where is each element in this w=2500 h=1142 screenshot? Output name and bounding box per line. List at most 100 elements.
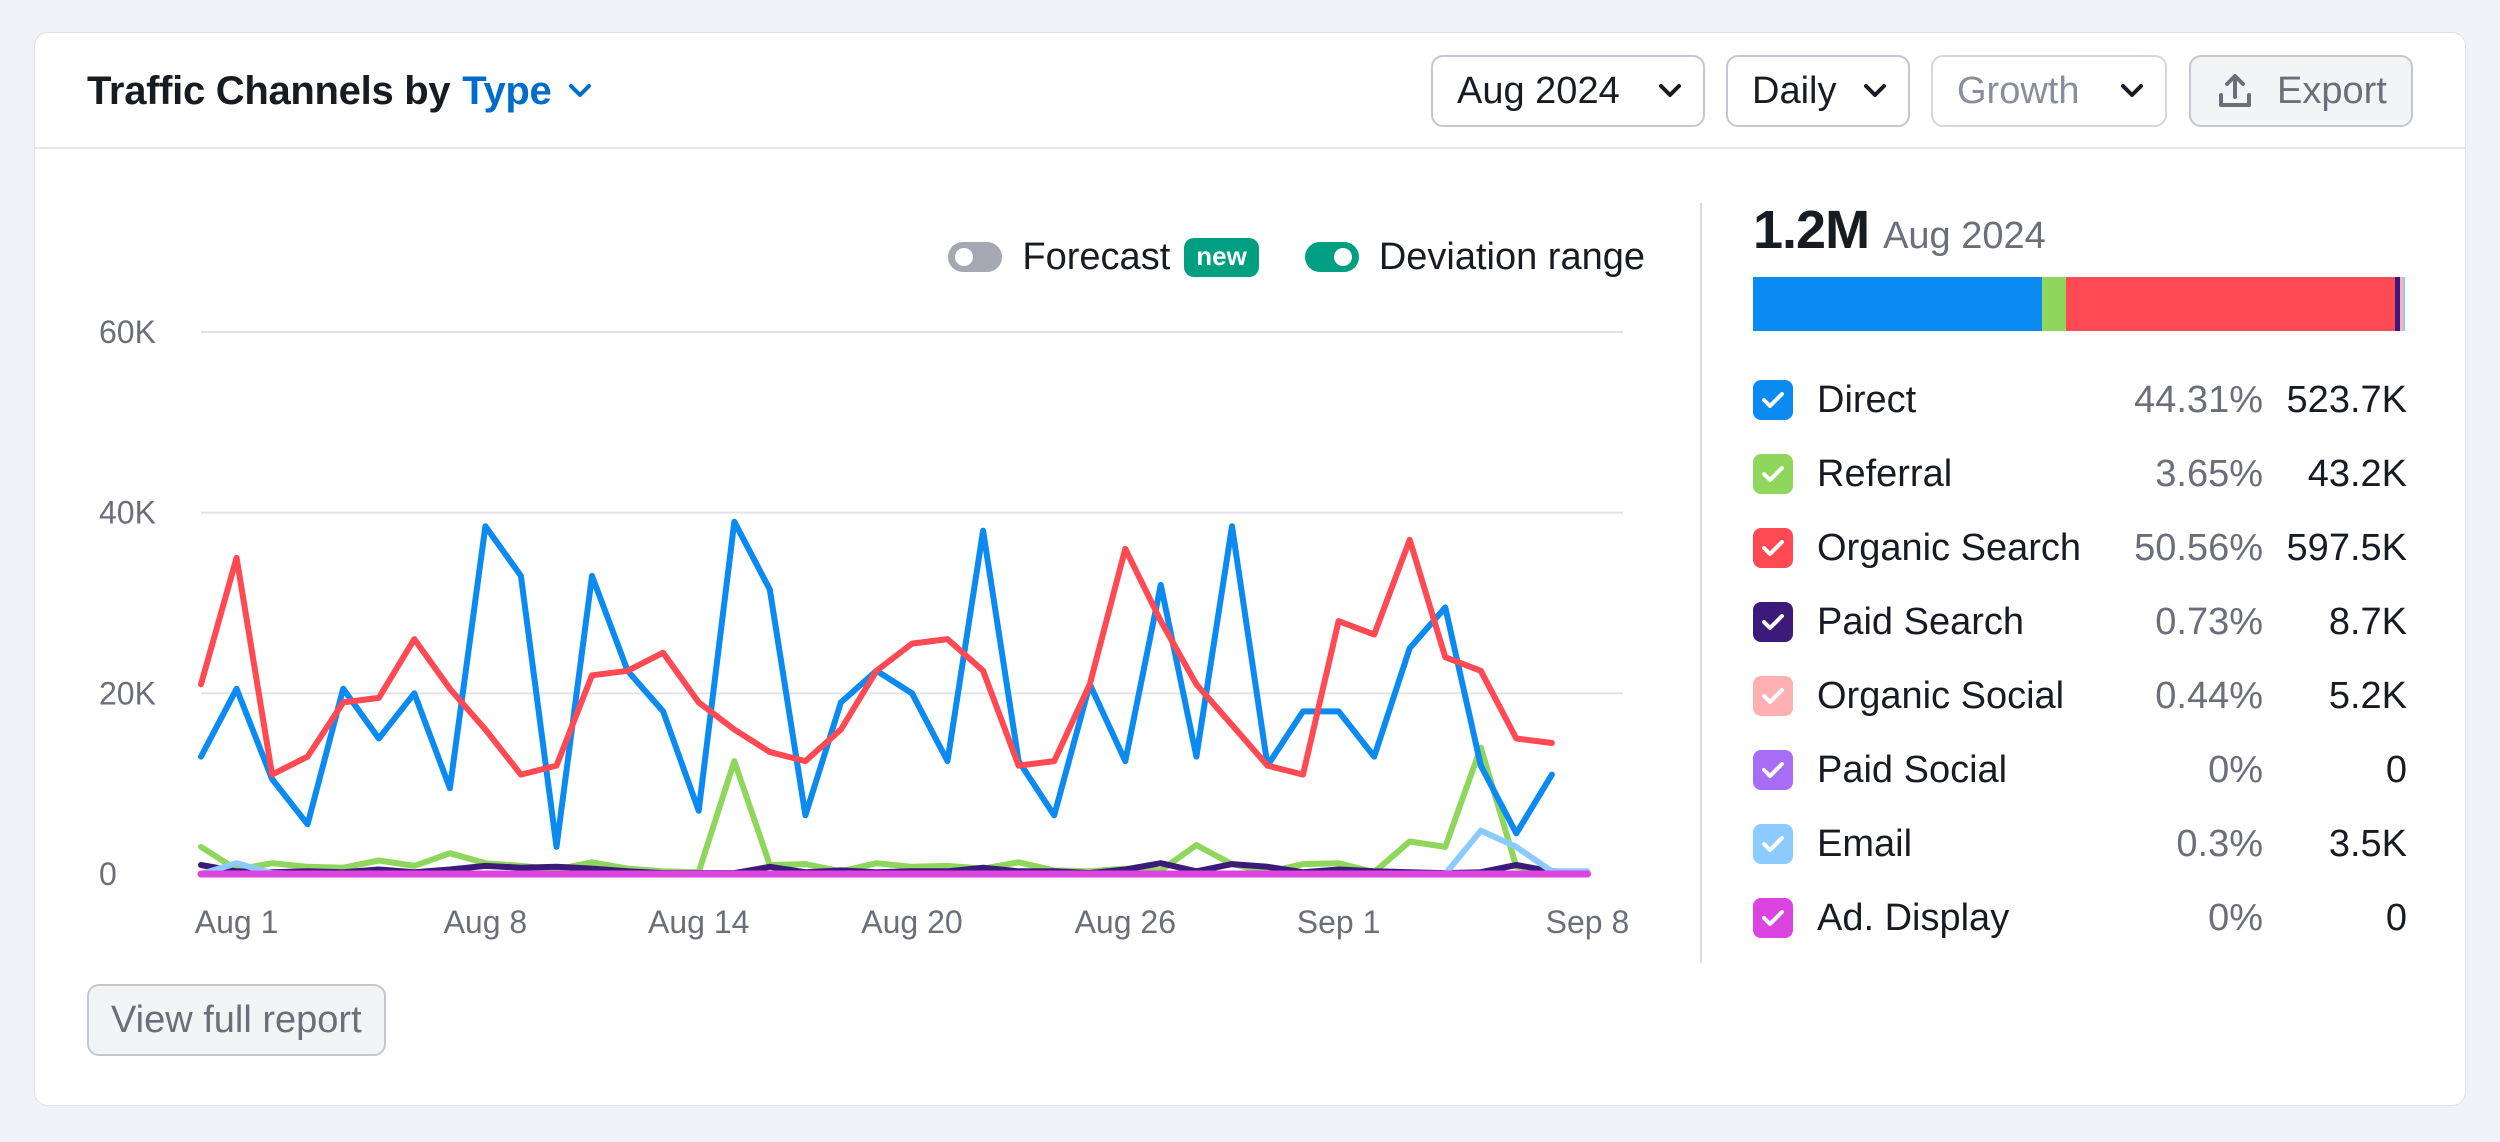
channel-name: Email [1817, 822, 1913, 865]
y-tick-label: 0 [99, 856, 117, 892]
x-tick-label: Sep 1 [1297, 904, 1381, 940]
channel-row: Referral 3.65% 43.2K [1753, 437, 2407, 511]
channel-value: 0 [2385, 748, 2407, 791]
share-segment [1753, 277, 2042, 331]
summary-header: 1.2M Aug 2024 [1753, 199, 2046, 261]
y-tick-label: 20K [99, 675, 156, 711]
channel-name: Ad. Display [1817, 896, 2010, 939]
x-tick-label: Aug 14 [648, 904, 749, 940]
channel-share-bar [1753, 277, 2405, 331]
share-segment [2400, 277, 2403, 331]
chevron-down-icon [1659, 84, 1681, 97]
type-dropdown[interactable]: Type [462, 69, 591, 114]
channel-percent: 3.65% [2155, 452, 2263, 495]
traffic-channels-card: Traffic Channels by Type Aug 2024 Daily … [34, 32, 2466, 1106]
channel-checkbox[interactable] [1753, 602, 1793, 642]
series-line-referral [198, 744, 1591, 876]
granularity-select-value: Daily [1752, 69, 1837, 112]
new-badge: new [1184, 237, 1259, 277]
metric-select[interactable]: Growth [1931, 55, 2167, 127]
x-tick-label: Sep 8 [1546, 904, 1630, 940]
check-icon [1762, 466, 1784, 482]
chevron-down-icon [1864, 84, 1886, 97]
share-segment [2395, 277, 2401, 331]
channel-checkbox[interactable] [1753, 676, 1793, 716]
channel-name: Paid Search [1817, 600, 2025, 643]
check-icon [1762, 836, 1784, 852]
x-tick-label: Aug 1 [195, 904, 279, 940]
toggle-knob [955, 248, 974, 266]
total-visits: 1.2M [1753, 200, 1870, 260]
view-full-report-label: View full report [111, 998, 362, 1041]
summary-period: Aug 2024 [1883, 215, 2046, 257]
channel-checkbox[interactable] [1753, 750, 1793, 790]
card-title: Traffic Channels by Type [87, 63, 592, 119]
x-tick-label: Aug 26 [1075, 904, 1176, 940]
toggle-knob [1333, 248, 1352, 266]
panel-divider [1700, 203, 1702, 963]
channel-checkbox[interactable] [1753, 528, 1793, 568]
channel-value: 597.5K [2286, 526, 2407, 569]
upload-icon [2219, 74, 2251, 107]
channel-row: Direct 44.31% 523.7K [1753, 363, 2407, 437]
y-tick-label: 60K [99, 314, 156, 350]
channel-value: 43.2K [2307, 452, 2407, 495]
title-prefix: Traffic Channels by [87, 68, 451, 113]
share-segment [2041, 277, 2066, 331]
view-full-report-button[interactable]: View full report [87, 984, 386, 1056]
check-icon [1762, 688, 1784, 704]
channel-percent: 0% [2208, 748, 2263, 791]
channel-legend-list: Direct 44.31% 523.7K Referral 3.65% 43.2K Orga… [1753, 363, 2407, 955]
share-segment [2403, 277, 2405, 331]
channel-checkbox[interactable] [1753, 454, 1793, 494]
channel-value: 5.2K [2328, 674, 2407, 717]
channel-name: Organic Search [1817, 526, 2082, 569]
date-select[interactable]: Aug 2024 [1431, 55, 1705, 127]
check-icon [1762, 392, 1784, 408]
date-select-value: Aug 2024 [1457, 69, 1620, 112]
forecast-label: Forecast [1022, 235, 1171, 278]
channel-name: Referral [1817, 452, 1953, 495]
channel-percent: 44.31% [2134, 378, 2263, 421]
share-segment [2065, 277, 2396, 331]
granularity-select[interactable]: Daily [1726, 55, 1910, 127]
export-label: Export [2277, 69, 2387, 112]
chevron-down-icon [568, 84, 591, 97]
metric-select-value: Growth [1957, 69, 2080, 112]
x-tick-label: Aug 20 [861, 904, 962, 940]
deviation-range-toggle[interactable] [1304, 242, 1359, 272]
channel-checkbox[interactable] [1753, 824, 1793, 864]
channel-percent: 0% [2208, 896, 2263, 939]
channel-row: Ad. Display 0% 0 [1753, 881, 2407, 955]
chevron-down-icon [2121, 84, 2143, 97]
chart-toggles: Forecast new Deviation range [948, 233, 1645, 281]
series-line-organic-search [198, 536, 1555, 778]
forecast-toggle[interactable] [948, 242, 1003, 272]
export-button[interactable]: Export [2189, 55, 2413, 127]
type-label: Type [462, 68, 552, 113]
check-icon [1762, 614, 1784, 630]
channel-name: Direct [1817, 378, 1917, 421]
channel-percent: 0.44% [2155, 674, 2263, 717]
channel-percent: 0.3% [2176, 822, 2263, 865]
channel-row: Organic Search 50.56% 597.5K [1753, 511, 2407, 585]
channel-row: Paid Search 0.73% 8.7K [1753, 585, 2407, 659]
channel-value: 8.7K [2328, 600, 2407, 643]
channel-checkbox[interactable] [1753, 898, 1793, 938]
channel-name: Paid Social [1817, 748, 2008, 791]
check-icon [1762, 910, 1784, 926]
series-line-direct [198, 518, 1555, 850]
channel-checkbox[interactable] [1753, 380, 1793, 420]
channel-row: Email 0.3% 3.5K [1753, 807, 2407, 881]
deviation-range-label: Deviation range [1378, 235, 1645, 278]
channel-value: 3.5K [2328, 822, 2407, 865]
card-header: Traffic Channels by Type Aug 2024 Daily … [35, 33, 2465, 149]
y-tick-label: 40K [99, 495, 156, 531]
channel-name: Organic Social [1817, 674, 2065, 717]
channel-value: 0 [2385, 896, 2407, 939]
check-icon [1762, 540, 1784, 556]
channel-value: 523.7K [2286, 378, 2407, 421]
x-tick-label: Aug 8 [444, 904, 528, 940]
channel-percent: 0.73% [2155, 600, 2263, 643]
channel-row: Organic Social 0.44% 5.2K [1753, 659, 2407, 733]
